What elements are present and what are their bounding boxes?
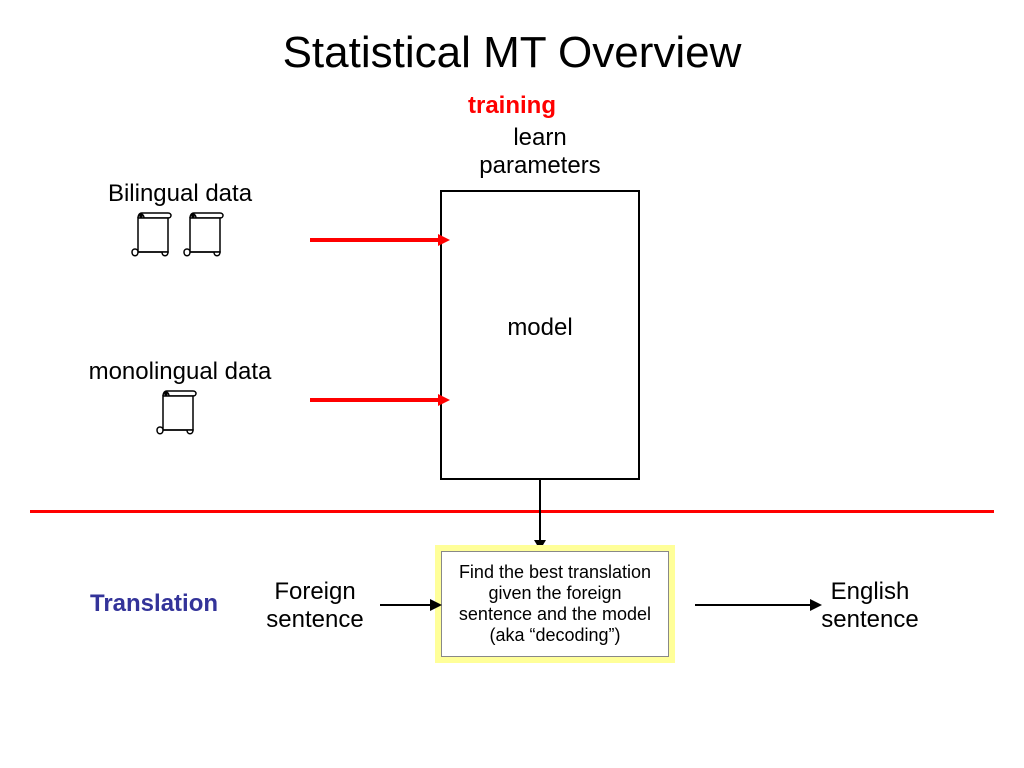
arrow-into-model (310, 390, 450, 410)
training-label: training (468, 92, 556, 120)
foreign-sentence-label: Foreignsentence (245, 578, 385, 633)
model-label: model (442, 314, 638, 342)
arrow-into-model (310, 230, 450, 250)
learn-line1: learn (460, 124, 620, 152)
decoding-box: Find the best translation given the fore… (435, 545, 675, 663)
monolingual-data-label: monolingual data (70, 358, 290, 386)
learn-line2: parameters (460, 152, 620, 180)
arrow-translation-flow (380, 595, 442, 615)
section-divider (30, 510, 994, 513)
foreign-line1: Foreign (245, 578, 385, 606)
foreign-line2: sentence (245, 606, 385, 634)
translation-section-label: Translation (90, 590, 218, 618)
learn-parameters-label: learnparameters (460, 124, 620, 179)
document-scroll-icon (130, 210, 174, 262)
bilingual-data-label: Bilingual data (80, 180, 280, 208)
arrow-translation-flow (695, 595, 822, 615)
decoding-text: Find the best translation given the fore… (441, 551, 669, 657)
arrow-model-down (530, 480, 550, 550)
document-scroll-icon (155, 388, 199, 440)
page-title: Statistical MT Overview (0, 28, 1024, 78)
model-box: model (440, 190, 640, 480)
document-scroll-icon (182, 210, 226, 262)
